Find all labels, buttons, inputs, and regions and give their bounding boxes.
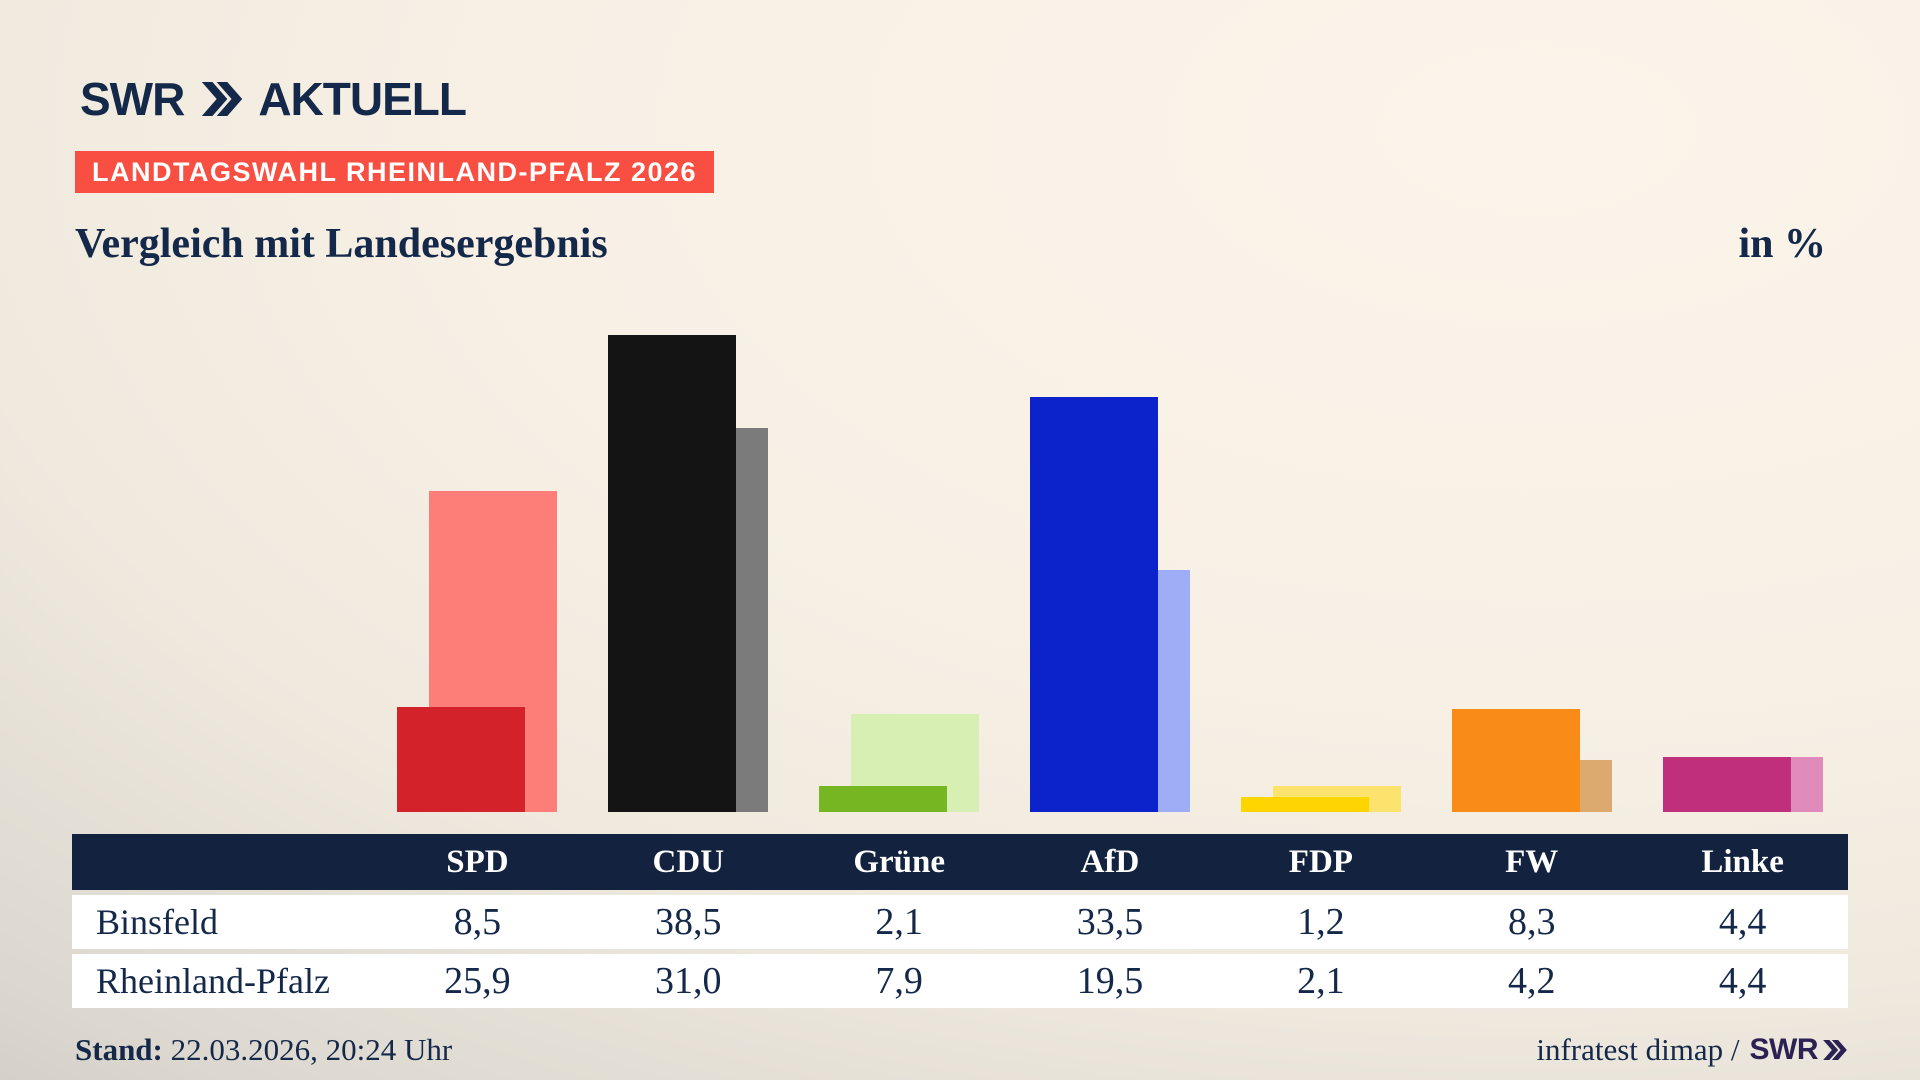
footer: Stand: 22.03.2026, 20:24 Uhr infratest d… [75,1030,1848,1070]
logo-brand-text: SWR [80,73,185,125]
table-header-row: SPD CDU Grüne AfD FDP FW Linke [72,834,1848,890]
logo-suffix-text: AKTUELL [258,73,467,125]
chart-title: Vergleich mit Landesergebnis [75,221,608,267]
table-header-cell-spd: SPD [446,843,509,880]
double-chevron-icon [200,82,244,116]
swr-aktuell-logo: SWR AKTUELL [80,72,467,126]
bar-afd-binsfeld [1030,396,1158,812]
election-badge: LANDTAGSWAHL RHEINLAND-PFALZ 2026 [75,151,715,193]
bar-grüne-binsfeld [819,786,948,812]
table-header-empty-cell [72,834,372,890]
table-cell-fdp: 2,1 [1297,960,1345,1002]
unit-label: in % [1738,221,1826,267]
source-text: infratest dimap / [1536,1032,1740,1067]
table-cell-fw: 8,3 [1507,901,1556,943]
bar-fdp-binsfeld [1240,797,1369,812]
small-double-chevron-icon [1822,1040,1848,1060]
source-swr-brand: SWR [1750,1033,1849,1067]
table-row-rheinland-pfalz: Rheinland-Pfalz 25,9 31,0 7,9 19,5 2,1 4,2 4,4 [72,954,1848,1008]
table-row-binsfeld: Binsfeld 8,5 38,5 2,1 33,5 1,2 8,3 4,4 [72,895,1848,949]
table-cell-spd: 25,9 [444,960,511,1002]
table-cell-grüne: 2,1 [875,901,923,943]
stand-value: 22.03.2026, 20:24 Uhr [170,1032,453,1067]
table-cell-cdu: 38,5 [655,901,722,943]
bar-chart [397,334,1823,812]
table-cell-spd: 8,5 [453,901,502,943]
results-table: SPD CDU Grüne AfD FDP FW Linke Binsfeld 8,5 38,5… [72,834,1848,1008]
stand-label: Stand: [75,1032,163,1067]
bar-linke-binsfeld [1662,757,1791,812]
table-cell-afd: 19,5 [1076,960,1144,1002]
table-header-cell-grüne: Grüne [853,843,945,880]
table-cell-fdp: 1,2 [1297,901,1345,943]
table-cell-linke: 4,4 [1718,901,1767,943]
row-label: Rheinland-Pfalz [96,961,330,1001]
table-header-cell-afd: AfD [1080,843,1140,880]
table-cell-fw: 4,2 [1507,960,1556,1002]
source-brand-text: SWR [1749,1033,1819,1066]
row-label: Binsfeld [96,902,218,942]
bar-fw-binsfeld [1451,709,1580,812]
table-cell-afd: 33,5 [1076,901,1144,943]
source-attribution: infratest dimap / SWR [1536,1032,1848,1068]
table-header-cell-fdp: FDP [1288,843,1353,880]
table-cell-linke: 4,4 [1718,960,1767,1002]
table-header-cell-fw: FW [1505,843,1559,880]
table-cell-grüne: 7,9 [875,960,923,1002]
stand-timestamp: Stand: 22.03.2026, 20:24 Uhr [75,1032,452,1068]
table-header-cell-cdu: CDU [652,843,725,880]
bar-spd-binsfeld [397,706,526,812]
bar-cdu-binsfeld [608,334,737,812]
table-header-cell-linke: Linke [1701,843,1784,880]
table-cell-cdu: 31,0 [655,960,722,1002]
